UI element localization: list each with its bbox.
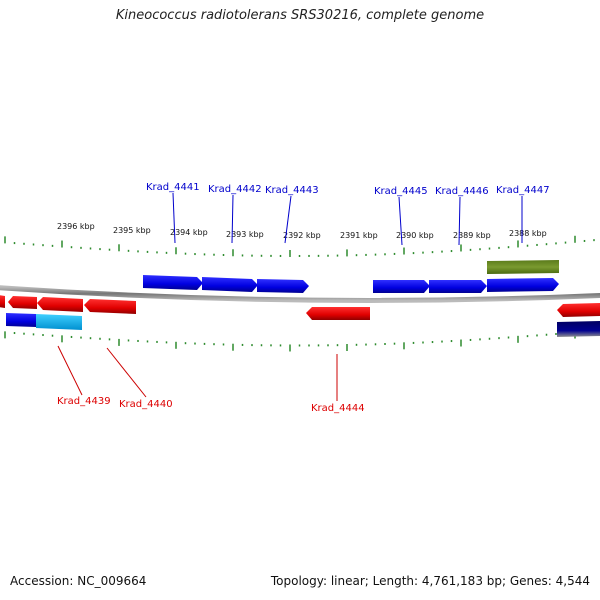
gene-left-partial[interactable]: [0, 295, 5, 308]
accession-label: Accession: NC_009664: [10, 574, 147, 588]
scale-label: 2396 kbp: [57, 222, 95, 231]
gene-right-navy[interactable]: [557, 321, 600, 337]
gene-krad-4441[interactable]: [143, 275, 203, 290]
gene-label-krad-4441[interactable]: Krad_4441: [146, 182, 200, 193]
gene-label-krad-4445[interactable]: Krad_4445: [374, 186, 428, 197]
scale-label: 2388 kbp: [509, 229, 547, 238]
gene-label-krad-4442[interactable]: Krad_4442: [208, 184, 262, 195]
scale-label: 2392 kbp: [283, 231, 321, 240]
lower-tick-ring: [4, 330, 595, 352]
gene-krad-4439-cyan[interactable]: [36, 314, 82, 330]
scale-label: 2395 kbp: [113, 226, 151, 235]
gene-krad-4447-rna[interactable]: [487, 260, 559, 274]
gene-label-krad-4446[interactable]: Krad_4446: [435, 186, 489, 197]
gene-krad-4446[interactable]: [429, 280, 487, 293]
upper-label-connectors: [172, 192, 523, 246]
genome-summary: Topology: linear; Length: 4,761,183 bp; …: [270, 574, 590, 588]
gene-krad-4439-red[interactable]: [37, 297, 83, 312]
map-title: Kineococcus radiotolerans SRS30216, comp…: [115, 8, 485, 23]
lower-label-connectors: [57, 345, 338, 401]
gene-krad-4447[interactable]: [487, 278, 559, 292]
gene-left-small[interactable]: [8, 296, 37, 309]
gene-label-krad-4444[interactable]: Krad_4444: [311, 403, 365, 414]
gene-krad-4440[interactable]: [84, 299, 136, 314]
gene-label-krad-4440[interactable]: Krad_4440: [119, 399, 173, 410]
gene-krad-4442[interactable]: [202, 277, 258, 292]
gene-label-krad-4439[interactable]: Krad_4439: [57, 396, 111, 407]
scale-label: 2389 kbp: [453, 231, 491, 240]
gene-krad-4443[interactable]: [257, 279, 309, 293]
genome-backbone: [0, 285, 600, 303]
gene-krad-4439-blue[interactable]: [6, 313, 36, 327]
gene-label-krad-4447[interactable]: Krad_4447: [496, 185, 550, 196]
scale-label: 2393 kbp: [226, 230, 264, 239]
scale-label: 2394 kbp: [170, 228, 208, 237]
scale-label: 2390 kbp: [396, 231, 434, 240]
gene-label-krad-4443[interactable]: Krad_4443: [265, 185, 319, 196]
gene-krad-4445[interactable]: [373, 280, 430, 293]
gene-right-partial[interactable]: [557, 303, 600, 317]
scale-label: 2391 kbp: [340, 231, 378, 240]
upper-tick-ring: [4, 235, 595, 257]
gene-krad-4444[interactable]: [306, 307, 370, 320]
